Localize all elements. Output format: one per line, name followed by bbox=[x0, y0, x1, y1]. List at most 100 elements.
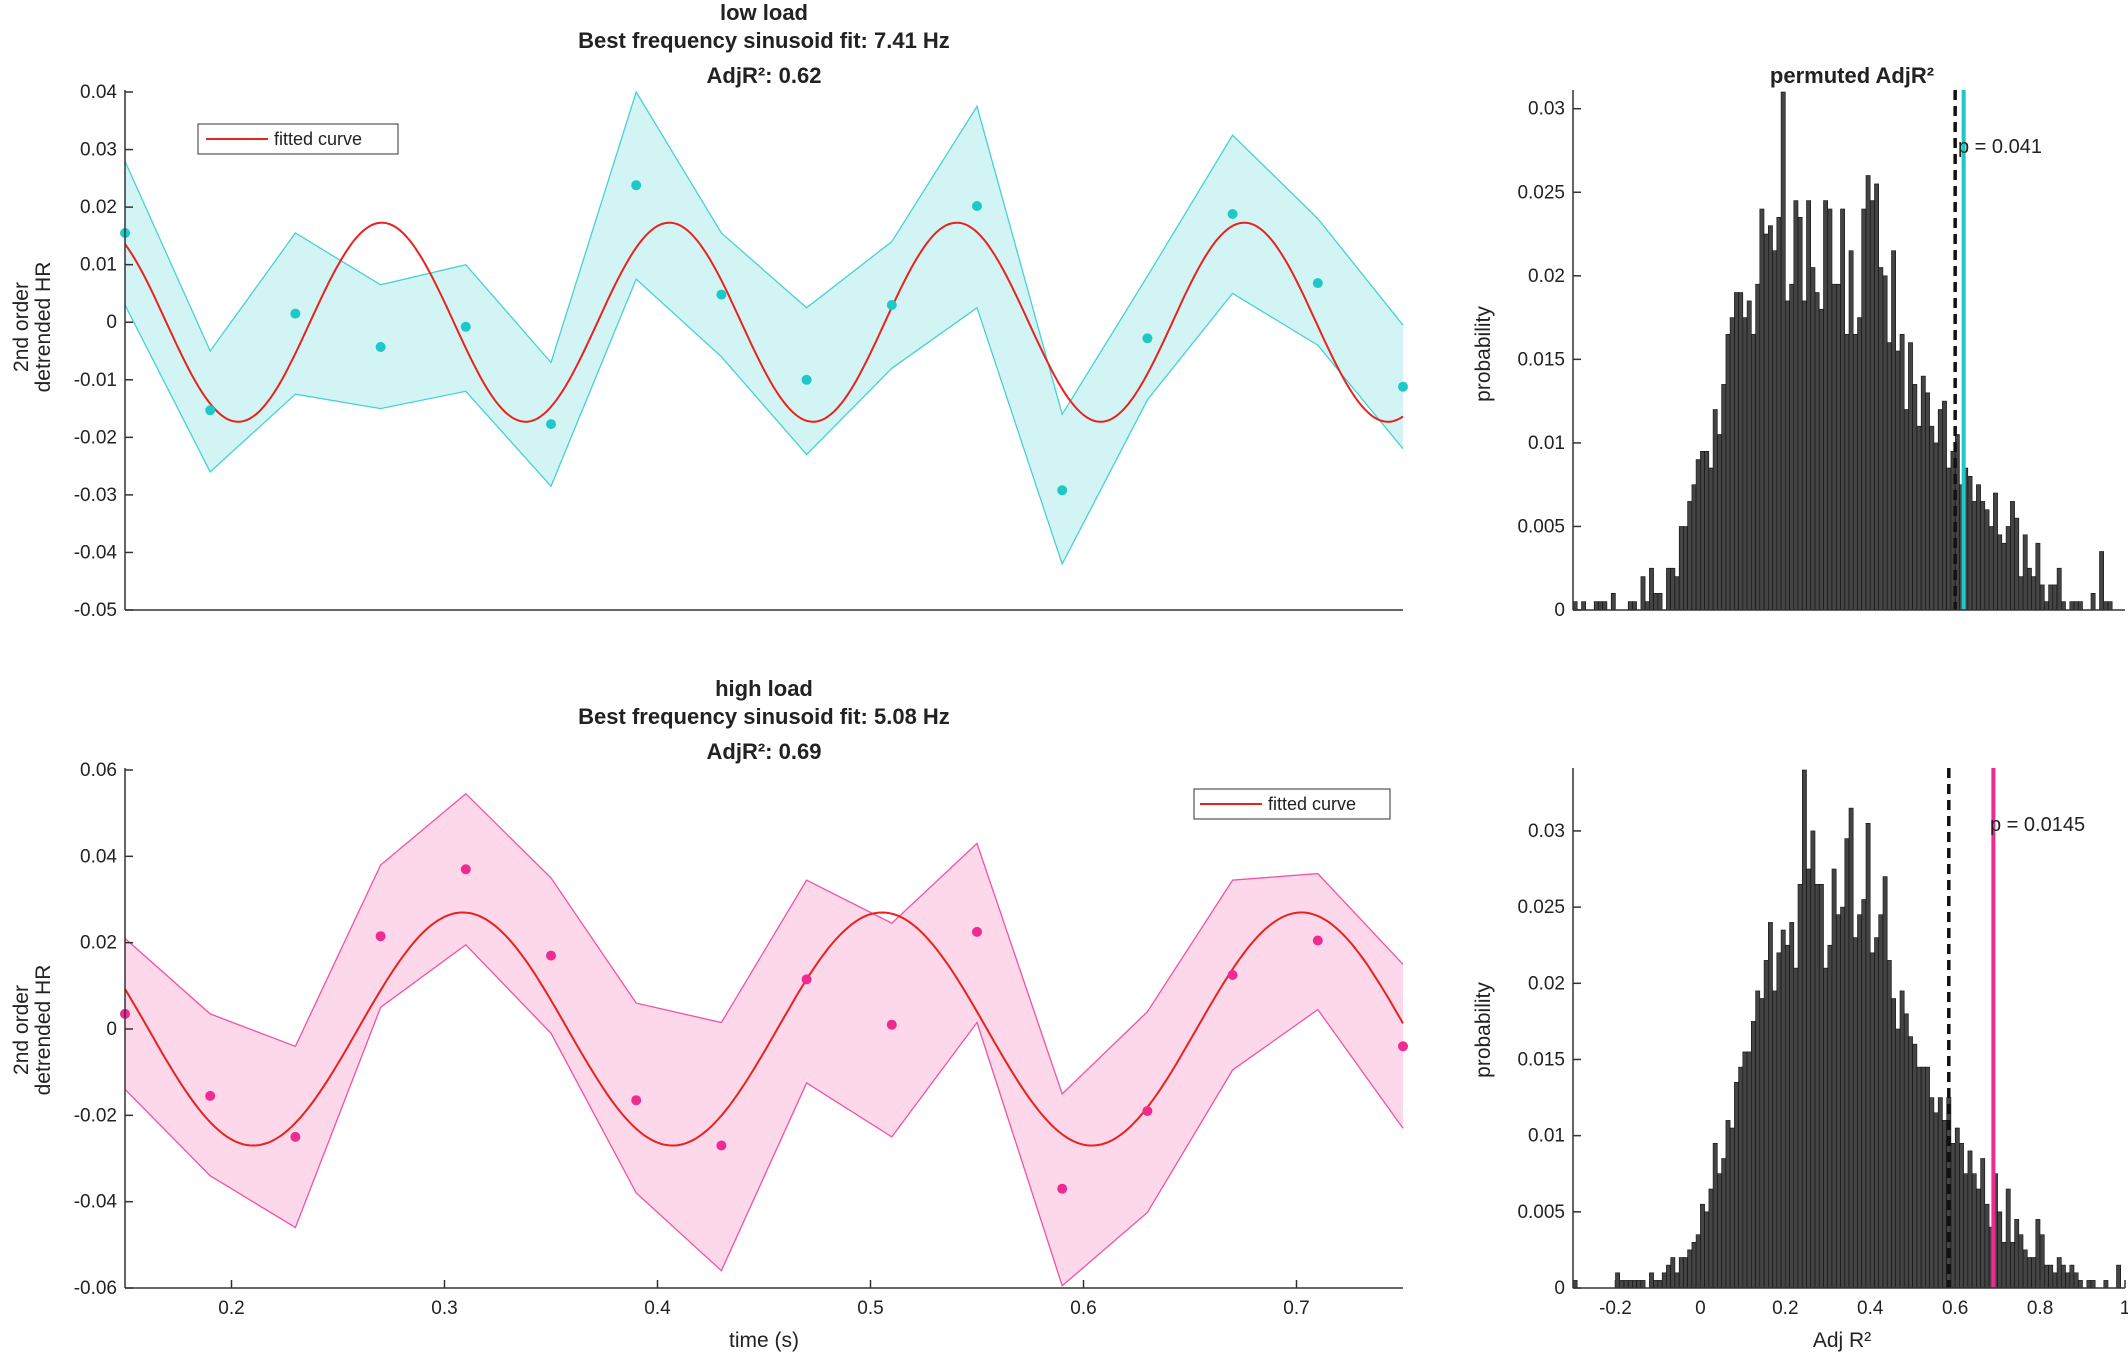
histogram-bar bbox=[1954, 1127, 1960, 1289]
y-tick-label: 0.015 bbox=[1517, 349, 1565, 370]
confidence-band bbox=[125, 92, 1403, 564]
histogram-bar bbox=[1768, 225, 1773, 611]
plot-area: 0.06 0.04 0.02 0 -0.02 -0.04 -0.06 0.2 0.3 0.4 0.5… bbox=[74, 760, 1408, 1319]
histogram-bar bbox=[1869, 200, 1875, 611]
data-point bbox=[716, 289, 727, 300]
histogram-bar bbox=[1993, 492, 1998, 611]
histogram-bar bbox=[1657, 592, 1663, 611]
histogram-bar bbox=[1738, 292, 1744, 611]
histogram-bar bbox=[2010, 501, 2015, 611]
histogram-bar bbox=[1810, 830, 1816, 1289]
histogram-bar bbox=[1874, 183, 1879, 611]
histogram-bar bbox=[1725, 333, 1731, 611]
histogram-bar bbox=[1627, 1280, 1633, 1289]
y-tick-label: 0.04 bbox=[80, 82, 117, 103]
histogram-bar bbox=[1925, 392, 1930, 611]
y-tick-label: -0.04 bbox=[74, 542, 118, 563]
y-tick-label: 0.03 bbox=[1528, 821, 1565, 842]
y-axis-label-line-2: detrended HR bbox=[32, 262, 55, 393]
data-point bbox=[1227, 970, 1238, 980]
histogram-bar bbox=[2052, 584, 2058, 611]
histogram-bar bbox=[2014, 517, 2020, 611]
histogram-bar bbox=[1729, 1127, 1735, 1289]
histogram-bar bbox=[1967, 475, 1973, 611]
confidence-band-lower-edge bbox=[124, 943, 1404, 1287]
histogram-bar bbox=[1840, 208, 1845, 611]
data-point bbox=[1398, 381, 1408, 392]
data-point bbox=[886, 1019, 897, 1030]
data-point bbox=[972, 926, 982, 937]
panel-title-line-1: low load bbox=[720, 0, 808, 25]
histogram-bar bbox=[1967, 1150, 1973, 1289]
data-point bbox=[375, 931, 386, 942]
histogram-bar bbox=[1789, 283, 1795, 611]
histogram-bar bbox=[1661, 1272, 1667, 1289]
histogram-bar bbox=[1695, 459, 1701, 611]
histogram-bar bbox=[1976, 1188, 1981, 1289]
histogram-bar bbox=[1814, 292, 1820, 611]
histogram-bar bbox=[1759, 208, 1765, 611]
data-point bbox=[631, 1095, 642, 1106]
x-tick-label: 0.6 bbox=[1942, 1298, 1968, 1319]
data-point bbox=[972, 201, 982, 211]
histogram-bar bbox=[1700, 1203, 1705, 1289]
histogram-bar bbox=[1908, 1036, 1913, 1289]
x-tick-label: 0.8 bbox=[2027, 1298, 2053, 1319]
histogram-bar bbox=[1721, 1158, 1727, 1289]
histogram-bar bbox=[1632, 601, 1637, 611]
histogram-bar bbox=[2069, 601, 2075, 611]
histogram-bar bbox=[2099, 551, 2104, 611]
histogram-bar bbox=[1653, 592, 1659, 611]
confidence-band-lower-edge bbox=[124, 277, 1404, 566]
histogram-bar bbox=[2031, 576, 2037, 611]
y-tick-label: 0.02 bbox=[1528, 266, 1565, 287]
histogram-bar bbox=[2010, 1242, 2015, 1289]
histogram-bar bbox=[2035, 1219, 2041, 1289]
histogram-bar bbox=[1844, 838, 1850, 1289]
histogram-bar bbox=[1619, 1280, 1625, 1289]
histogram-bar bbox=[2005, 526, 2011, 611]
histogram-bar bbox=[1700, 450, 1705, 611]
histogram-bar bbox=[1810, 267, 1816, 611]
x-tick-label: 0.3 bbox=[431, 1298, 457, 1319]
y-tick-label: -0.04 bbox=[74, 1192, 118, 1213]
x-tick-label: 0.6 bbox=[1070, 1298, 1096, 1319]
data-point bbox=[1227, 209, 1238, 219]
y-tick-label: 0.04 bbox=[80, 846, 117, 867]
histogram-bar bbox=[1916, 1066, 1922, 1289]
histogram-bar bbox=[1984, 1203, 1990, 1289]
histogram-bar bbox=[1729, 317, 1735, 611]
histogram-bar bbox=[1882, 876, 1888, 1289]
x-axis-label: Adj R² bbox=[1813, 1329, 1871, 1352]
histogram-bar bbox=[1997, 534, 2003, 611]
data-point bbox=[1057, 1183, 1068, 1194]
histogram-bar bbox=[1933, 1112, 1939, 1289]
histogram-bar bbox=[1929, 425, 1935, 611]
histogram-bar bbox=[1836, 283, 1841, 611]
histogram-bar bbox=[1848, 250, 1854, 611]
histogram-bar bbox=[1623, 1280, 1629, 1289]
data-point bbox=[631, 180, 642, 191]
y-tick-label: 0.005 bbox=[1517, 516, 1565, 537]
histogram-bar bbox=[1704, 450, 1710, 611]
histogram-bar bbox=[1704, 1211, 1710, 1289]
histogram-bar bbox=[1814, 883, 1820, 1289]
histogram-bar bbox=[2065, 1272, 2071, 1289]
legend-label: fitted curve bbox=[1268, 794, 1356, 814]
x-tick-label: 1 bbox=[2120, 1298, 2128, 1319]
p-value-label: p = 0.0145 bbox=[1990, 814, 2085, 836]
y-tick-label: 0 bbox=[106, 1019, 117, 1040]
data-point bbox=[1057, 485, 1068, 496]
data-point bbox=[801, 374, 812, 385]
high-load-sinusoid-panel: high load Best frequency sinusoid fit: 5… bbox=[10, 676, 1408, 1352]
histogram-bar bbox=[2056, 1257, 2062, 1289]
y-tick-label: 0.03 bbox=[1528, 99, 1565, 120]
y-axis-label-line-1: 2nd order bbox=[10, 985, 33, 1075]
histogram-bar bbox=[1980, 1158, 1986, 1289]
histogram-bar bbox=[2048, 1264, 2054, 1289]
histogram-bar bbox=[1755, 283, 1761, 611]
histogram-bar bbox=[1721, 384, 1727, 611]
y-tick-label: 0.03 bbox=[80, 140, 117, 161]
histogram-bar bbox=[1886, 342, 1892, 611]
